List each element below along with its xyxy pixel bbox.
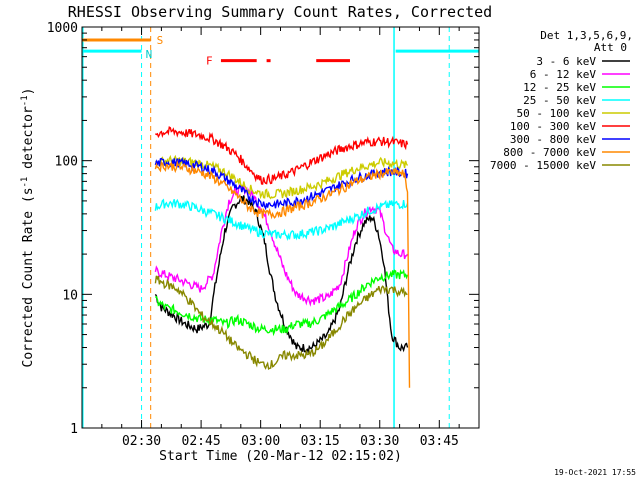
generation-timestamp: 19-Oct-2021 17:55 — [554, 468, 636, 477]
legend-label-7: 800 - 7000 keV — [503, 146, 596, 159]
x-tick-label-1: 02:45 — [182, 434, 221, 449]
y-tick-label-2: 100 — [55, 155, 78, 170]
series-layer — [154, 126, 411, 388]
legend-label-1: 6 - 12 keV — [530, 68, 597, 81]
series-line-3 — [154, 198, 409, 241]
x-tick-label-5: 03:45 — [420, 434, 459, 449]
y-axis-label: Corrected Count Rate (s-1 detector-1) — [20, 88, 36, 368]
series-line-2 — [154, 269, 409, 337]
legend-label-8: 7000 - 15000 keV — [490, 159, 596, 172]
legend-header-detectors: Det 1,3,5,6,9, — [540, 29, 633, 42]
legend-label-2: 12 - 25 keV — [523, 81, 596, 94]
marker-s: S — [157, 34, 164, 47]
x-tick-label-0: 02:30 — [122, 434, 161, 449]
axes-layer: 02:30 02:45 03:00 03:15 03:30 03:45 1 10 100 1000 — [47, 21, 479, 449]
series-line-0 — [154, 195, 409, 355]
y-tick-label-3: 1000 — [47, 21, 78, 36]
marker-n: N — [146, 48, 153, 61]
marker-f: F — [206, 55, 213, 68]
y-tick-label-1: 10 — [62, 288, 78, 303]
legend-label-3: 25 - 50 keV — [523, 94, 596, 107]
x-tick-label-3: 03:15 — [301, 434, 340, 449]
legend-label-5: 100 - 300 keV — [510, 120, 596, 133]
x-axis-label: Start Time (20-Mar-12 02:15:02) — [159, 449, 402, 464]
legend-label-0: 3 - 6 keV — [536, 55, 596, 68]
legend-header-attenuator: Att 0 — [594, 41, 627, 54]
series-line-7 — [154, 159, 411, 388]
chart-title: RHESSI Observing Summary Count Rates, Co… — [68, 3, 492, 21]
legend-label-6: 300 - 800 keV — [510, 133, 596, 146]
series-line-5 — [154, 126, 409, 185]
y-tick-label-0: 1 — [70, 422, 78, 437]
x-tick-label-2: 03:00 — [241, 434, 280, 449]
legend-label-4: 50 - 100 keV — [517, 107, 597, 120]
series-line-8 — [154, 275, 408, 371]
series-line-6 — [154, 156, 409, 211]
annotation-layer: SN F — [82, 27, 479, 428]
x-tick-label-4: 03:30 — [360, 434, 399, 449]
